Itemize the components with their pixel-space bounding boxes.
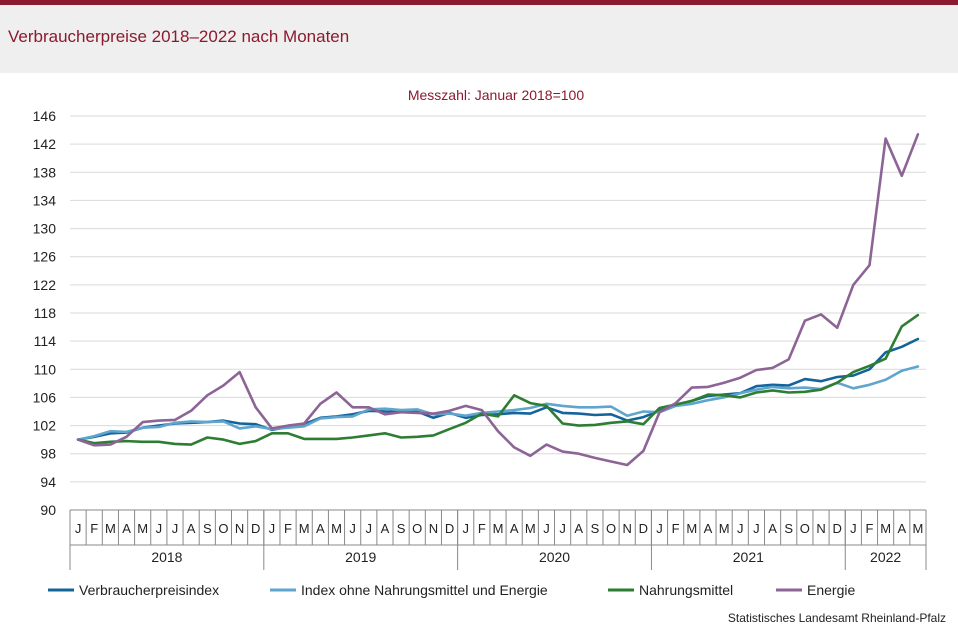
month-label: M [105,521,116,536]
month-label: S [784,521,793,536]
month-label: A [897,521,906,536]
y-tick-label: 94 [40,474,56,490]
y-tick-label: 126 [33,249,57,265]
year-label: 2020 [539,549,570,565]
y-tick-label: 118 [34,305,57,321]
month-label: A [574,521,583,536]
y-tick-label: 98 [40,446,56,462]
month-label: O [218,521,228,536]
month-label: M [299,521,310,536]
month-label: J [172,521,179,536]
y-tick-label: 110 [34,361,57,377]
month-label: O [800,521,810,536]
month-label: D [832,521,841,536]
series-line [76,313,920,446]
month-label: J [156,521,163,536]
header: Verbraucherpreise 2018–2022 nach Monaten [0,5,958,73]
y-tick-label: 130 [33,221,57,237]
month-label: N [235,521,244,536]
y-tick-label: 134 [33,192,57,208]
month-label: J [850,521,857,536]
y-tick-label: 138 [33,164,57,180]
month-label: M [525,521,536,536]
year-label: 2018 [151,549,182,565]
page-title: Verbraucherpreise 2018–2022 nach Monaten [8,27,350,46]
year-label: 2022 [870,549,901,565]
legend-label: Index ohne Nahrungsmittel und Energie [301,582,548,598]
month-label: A [187,521,196,536]
legend-label: Nahrungsmittel [639,582,733,598]
month-label: M [686,521,697,536]
month-label: M [137,521,148,536]
month-label: J [737,521,744,536]
month-label: M [880,521,891,536]
month-label: F [865,521,873,536]
month-label: J [753,521,760,536]
month-label: J [269,521,276,536]
y-tick-label: 102 [33,418,57,434]
month-label: N [429,521,438,536]
month-label: J [349,521,356,536]
month-label: N [623,521,632,536]
y-tick-label: 106 [33,389,57,405]
month-label: O [412,521,422,536]
source-note: Statistisches Landesamt Rheinland-Pfalz [728,611,946,625]
chart-subtitle: Messzahl: Januar 2018=100 [408,87,584,103]
month-label: J [366,521,373,536]
year-label: 2019 [345,549,376,565]
y-tick-label: 114 [34,333,57,349]
chart-panel [0,73,958,629]
legend-label: Verbraucherpreisindex [79,582,219,598]
month-label: J [543,521,550,536]
month-label: A [704,521,713,536]
y-tick-label: 142 [33,136,57,152]
y-tick-label: 90 [40,502,56,518]
month-label: J [462,521,469,536]
month-label: A [768,521,777,536]
month-label: M [719,521,730,536]
series-line [76,365,920,441]
year-label: 2021 [733,549,764,565]
month-label: J [559,521,566,536]
y-tick-label: 122 [33,277,57,293]
series-line [76,133,920,467]
month-label: F [478,521,486,536]
month-label: O [606,521,616,536]
month-label: A [510,521,519,536]
month-label: J [75,521,82,536]
month-label: F [672,521,680,536]
legend-label: Energie [807,582,855,598]
month-label: A [122,521,131,536]
month-label: S [397,521,406,536]
month-label: N [816,521,825,536]
month-label: S [591,521,600,536]
top-accent-bar [0,0,958,5]
month-label: F [90,521,98,536]
month-label: D [251,521,260,536]
month-label: A [316,521,325,536]
month-label: J [656,521,663,536]
month-label: M [913,521,924,536]
y-tick-label: 146 [33,108,57,124]
month-label: F [284,521,292,536]
month-label: A [381,521,390,536]
month-label: D [639,521,648,536]
month-label: M [493,521,504,536]
month-label: S [203,521,212,536]
month-label: M [331,521,342,536]
month-label: D [445,521,454,536]
